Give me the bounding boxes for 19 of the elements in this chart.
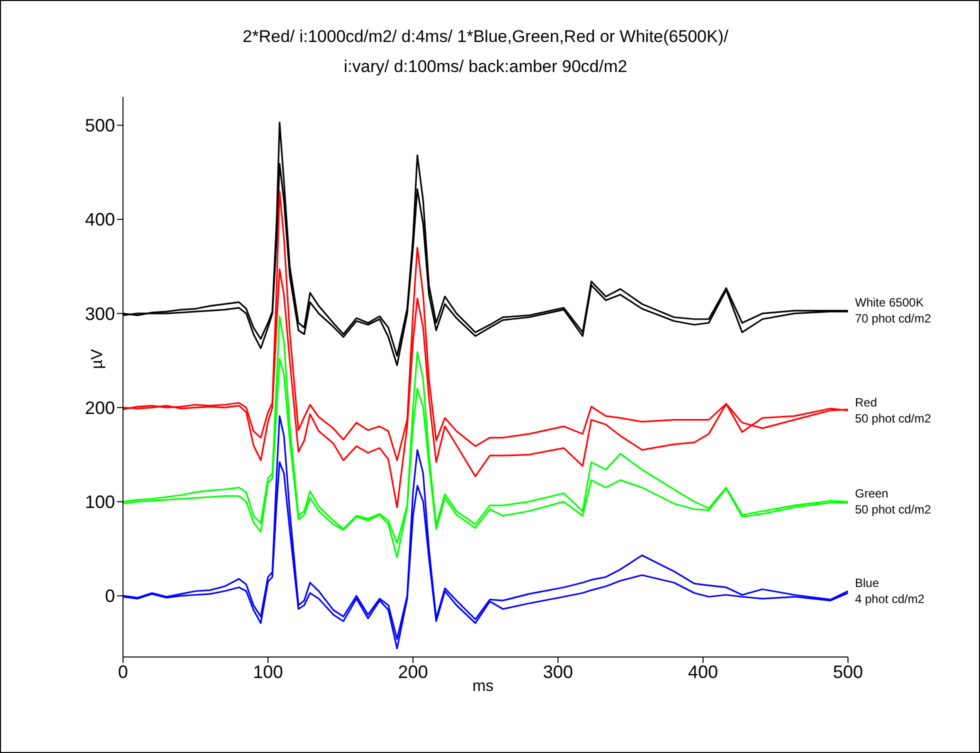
series-label: Red 50 phot cd/m2 bbox=[855, 395, 932, 426]
y-tick-label: 500 bbox=[84, 116, 115, 136]
x-tick-label: 400 bbox=[688, 662, 718, 682]
series-label: Green 50 phot cd/m2 bbox=[855, 486, 932, 517]
x-axis-title: ms bbox=[471, 678, 495, 696]
y-tick-label: 200 bbox=[84, 398, 115, 418]
y-tick-label: 0 bbox=[104, 586, 115, 606]
chart-title: 2*Red/ i:1000cd/m2/ d:4ms/ 1*Blue,Green,Red or White(6500K)/ i:vary/ d:100ms/ back:amber 90cd/m2 bbox=[242, 26, 730, 78]
x-tick-label: 100 bbox=[252, 662, 284, 682]
x-tick-label: 0 bbox=[118, 662, 128, 682]
y-axis-title: µV bbox=[89, 348, 107, 371]
x-tick-label: 500 bbox=[832, 662, 864, 682]
x-tick-label: 200 bbox=[398, 662, 428, 682]
y-tick-label: 100 bbox=[84, 492, 115, 512]
x-tick-label: 300 bbox=[542, 662, 574, 682]
series-label: White 6500K 70 phot cd/m2 bbox=[855, 296, 932, 326]
y-tick-label: 300 bbox=[84, 304, 115, 324]
series-label: Blue 4 phot cd/m2 bbox=[855, 576, 925, 606]
y-tick-label: 400 bbox=[84, 210, 115, 230]
